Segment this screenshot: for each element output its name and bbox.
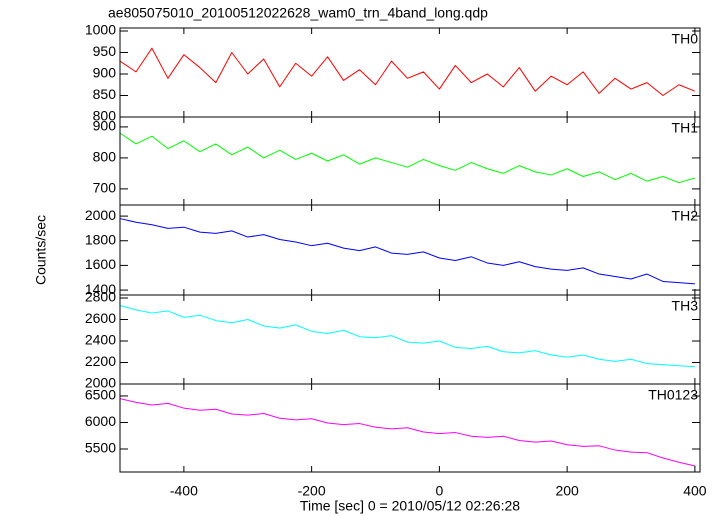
x-tick-label: 200 (555, 483, 579, 499)
y-tick-label: 700 (93, 180, 117, 196)
panel-frame (119, 204, 701, 296)
y-tick-label: 6500 (85, 387, 116, 403)
legend-label: TH0 (672, 31, 699, 47)
x-tick-label: 0 (435, 483, 443, 499)
x-axis-label: Time [sec] 0 = 2010/05/12 02:26:28 (300, 498, 520, 514)
legend-label: TH1 (672, 120, 699, 136)
data-line (119, 218, 695, 285)
panel-frame (119, 27, 701, 118)
panel-frame (119, 116, 701, 206)
y-tick-label: 950 (93, 43, 117, 59)
y-tick-label: 1000 (85, 22, 116, 38)
y-tick-label: 2000 (85, 207, 116, 223)
data-line (119, 305, 695, 368)
legend-label: TH0123 (648, 387, 698, 403)
x-tick-label: 400 (683, 483, 707, 499)
y-tick-label: 2000 (85, 375, 116, 391)
legend-label: TH2 (672, 208, 699, 224)
y-axis-label: Counts/sec (33, 215, 49, 285)
legend-label: TH3 (672, 298, 699, 314)
data-line (119, 47, 696, 96)
y-tick-label: 800 (93, 149, 117, 165)
y-tick-label: 850 (93, 86, 117, 102)
y-tick-label: 1600 (85, 256, 116, 272)
y-tick-label: 800 (93, 108, 117, 124)
x-tick-label: -200 (298, 483, 326, 499)
data-line (119, 398, 696, 467)
y-tick-label: 2200 (85, 353, 116, 369)
y-tick-label: 2800 (85, 289, 116, 305)
y-tick-label: 900 (93, 65, 117, 81)
y-tick-label: 900 (93, 118, 117, 134)
data-line (119, 132, 696, 184)
y-tick-label: 1800 (85, 231, 116, 247)
y-tick-label: 1400 (85, 281, 116, 297)
y-tick-label: 5500 (85, 440, 116, 456)
panel-frame (119, 294, 701, 385)
x-tick-label: -400 (170, 483, 198, 499)
y-tick-label: 2400 (85, 332, 116, 348)
panel-frame (119, 383, 701, 473)
y-tick-label: 2600 (85, 310, 116, 326)
y-tick-label: 6000 (85, 413, 116, 429)
chart-title: ae805075010_20100512022628_wam0_trn_4ban… (108, 5, 488, 21)
